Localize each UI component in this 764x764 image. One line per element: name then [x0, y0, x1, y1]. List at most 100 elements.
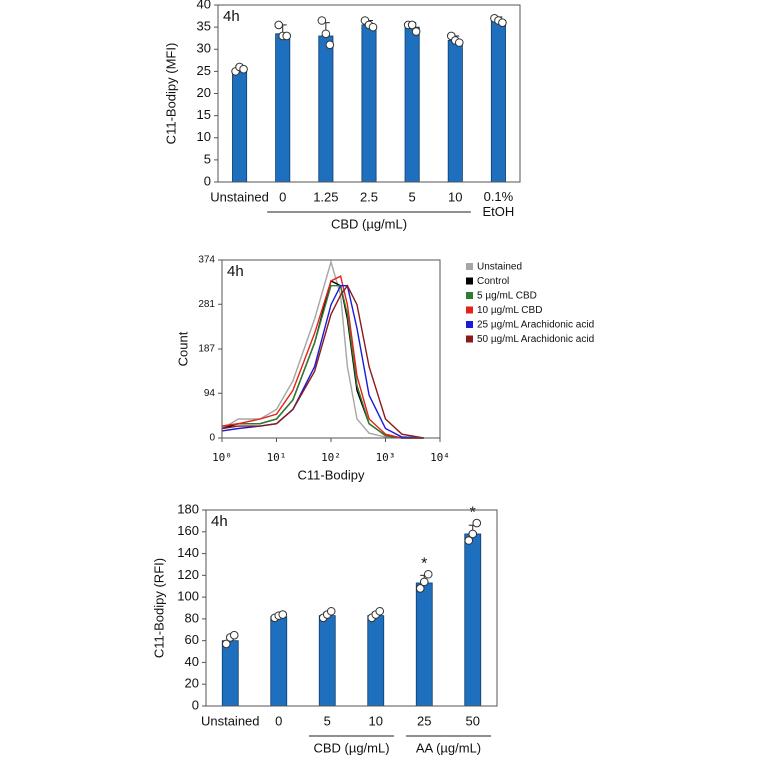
legend-label: 10 µg/mL CBD [477, 305, 542, 316]
panel-label: 4h [227, 263, 244, 280]
series-line [221, 285, 424, 439]
x-tick-label: 10 [369, 713, 383, 728]
data-point [239, 64, 248, 74]
data-point [472, 518, 482, 528]
y-tick-label: 30 [197, 41, 211, 56]
legend-swatch [466, 335, 473, 343]
x-tick-label: Unstained [201, 713, 260, 728]
bar [367, 615, 385, 707]
y-tick-label: 94 [204, 388, 216, 399]
data-point [407, 20, 417, 30]
data-point [317, 16, 327, 25]
legend-label: Control [477, 276, 509, 287]
series-line [221, 284, 424, 439]
data-point [325, 40, 335, 50]
legend-label: 5 µg/mL CBD [477, 291, 537, 302]
y-tick-label: 40 [197, 0, 211, 11]
bar [404, 26, 420, 183]
y-axis-title: C11-Bodipy (MFI) [163, 43, 178, 145]
x-tick-label: 10¹ [267, 451, 287, 464]
x-tick-label: 10 [448, 189, 462, 204]
legend-label: 25 µg/mL Arachidonic acid [477, 320, 594, 331]
x-tick-label: 2.5 [360, 189, 378, 204]
x-tick-label: 10³ [376, 451, 396, 464]
x-axis-title: C11-Bodipy [298, 467, 365, 482]
series-line [221, 275, 424, 439]
panel-label: 4h [211, 513, 228, 530]
y-tick-label: 0 [204, 173, 211, 188]
group-label: CBD (µg/mL) [331, 216, 407, 231]
legend-label: Unstained [477, 262, 522, 273]
legend-swatch [466, 292, 473, 299]
series-line [221, 259, 424, 439]
series-line [221, 279, 424, 439]
group-label: AA (µg/mL) [416, 740, 481, 755]
x-tick-label: 0.1% EtOH [483, 189, 515, 219]
group-label: CBD (µg/mL) [313, 740, 389, 755]
plot-frame [205, 509, 498, 707]
y-tick-label: 15 [197, 107, 211, 122]
y-tick-label: 20 [185, 676, 199, 691]
y-axis-title: Count [175, 331, 190, 366]
data-point [274, 20, 284, 30]
y-tick-label: 0 [192, 697, 199, 712]
bar [464, 533, 482, 707]
data-point [454, 38, 464, 47]
data-point [468, 529, 478, 539]
x-tick-label: 5 [409, 189, 416, 204]
x-tick-label: 0 [275, 713, 282, 728]
x-tick-label: 10² [321, 451, 341, 464]
y-tick-label: 5 [204, 151, 211, 166]
y-tick-label: 0 [209, 433, 215, 444]
bar [221, 640, 239, 707]
data-point [321, 29, 331, 39]
x-tick-label: Unstained [210, 189, 269, 204]
y-tick-label: 60 [185, 632, 199, 647]
x-tick-label: 0 [279, 189, 286, 204]
bar [270, 616, 288, 707]
y-tick-label: 374 [198, 255, 215, 266]
legend-swatch [466, 321, 473, 328]
data-point [464, 536, 474, 545]
x-tick-label: 1.25 [313, 189, 338, 204]
data-point [375, 606, 385, 616]
bar [490, 20, 506, 183]
bar [232, 68, 248, 183]
x-tick-label: 50 [466, 713, 480, 728]
y-tick-label: 140 [177, 545, 199, 560]
data-point [419, 577, 429, 587]
significance-mark: * [470, 504, 476, 521]
data-point [229, 630, 239, 640]
data-point [415, 584, 425, 593]
significance-mark: * [421, 555, 427, 572]
y-tick-label: 120 [177, 567, 199, 582]
x-tick-label: 5 [324, 713, 331, 728]
bar [447, 40, 463, 183]
legend-swatch [466, 277, 473, 285]
data-point [221, 639, 231, 649]
legend-swatch [466, 306, 473, 314]
bar [318, 35, 334, 183]
data-point [423, 569, 433, 579]
y-tick-label: 35 [197, 19, 211, 34]
data-point [326, 606, 336, 616]
x-tick-label: 10⁴ [430, 451, 450, 464]
y-tick-label: 25 [197, 63, 211, 78]
x-tick-label: 10⁰ [212, 451, 232, 464]
y-tick-label: 40 [185, 654, 199, 669]
y-axis-title: C11-Bodipy (RFI) [151, 558, 166, 658]
data-point [278, 610, 288, 619]
data-point [282, 31, 292, 41]
bar [318, 615, 336, 707]
y-tick-label: 80 [185, 610, 199, 625]
legend-label: 50 µg/mL Arachidonic acid [477, 334, 594, 345]
bar [415, 582, 433, 707]
data-point [368, 22, 378, 32]
bar [275, 33, 291, 183]
legend-swatch [466, 263, 473, 270]
bar [361, 24, 377, 183]
y-tick-label: 10 [197, 129, 211, 144]
y-tick-label: 187 [198, 344, 215, 355]
y-tick-label: 100 [177, 589, 199, 604]
